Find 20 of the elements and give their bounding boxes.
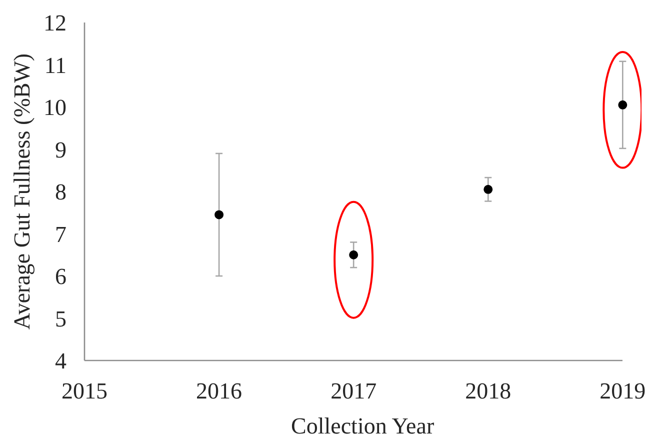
y-tick-label: 9 xyxy=(55,137,66,162)
y-tick-label: 7 xyxy=(55,222,66,247)
x-tick-label: 2019 xyxy=(600,378,646,404)
y-tick-label: 11 xyxy=(44,52,67,78)
x-tick-label: 2015 xyxy=(62,378,108,404)
point xyxy=(349,250,358,260)
y-axis-title: Average Gut Fullness (%BW) xyxy=(10,53,34,330)
x-tick-label: 2018 xyxy=(465,378,512,404)
y-tick-label: 4 xyxy=(55,348,67,374)
x-tick-label: 2016 xyxy=(196,378,242,404)
y-tick-label: 12 xyxy=(44,10,66,36)
point xyxy=(618,100,628,110)
x-axis-title: Collection Year xyxy=(291,414,434,438)
x-tick-label: 2017 xyxy=(330,378,377,404)
y-tick-label: 6 xyxy=(55,264,66,289)
y-tick-label: 10 xyxy=(44,95,66,120)
point xyxy=(484,184,493,194)
y-tick-label: 8 xyxy=(55,180,66,204)
y-tick-label: 5 xyxy=(55,306,66,332)
point xyxy=(214,210,224,220)
